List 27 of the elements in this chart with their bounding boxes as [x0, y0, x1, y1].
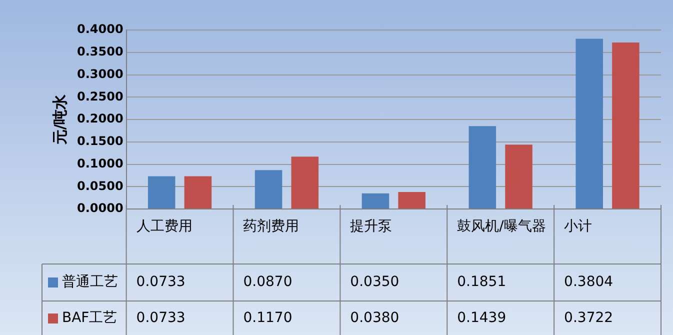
y-tick-label: 0.3000 [76, 66, 124, 81]
data-label: 0.0380 [350, 310, 400, 326]
x-tick-label: 人工费用 [136, 218, 192, 235]
data-label: 0.3804 [564, 274, 614, 290]
y-tick-label: 0.2500 [76, 89, 124, 104]
data-label: 0.3722 [564, 310, 614, 326]
y-tick-label: 0.3500 [76, 44, 124, 58]
y-tick-label: 0.1500 [76, 134, 124, 148]
data-label: 0.1851 [457, 274, 506, 290]
data-label: 0.0733 [136, 274, 186, 290]
data-label: 0.0350 [350, 274, 400, 290]
legend-label: 普通工艺 [62, 273, 118, 290]
data-label: 0.0870 [243, 274, 292, 290]
data-label: 0.1170 [243, 310, 292, 326]
y-tick-label: 0.2000 [76, 112, 124, 126]
x-tick-label: 提升泵 [350, 218, 392, 235]
x-tick-label: 鼓风机/曝气器 [457, 218, 546, 235]
y-tick-label: 0.1000 [76, 156, 124, 170]
y-tick-label: 0.4000 [76, 22, 124, 36]
legend-label: BAF工艺 [62, 310, 118, 326]
y-tick-label: 0.0000 [76, 201, 124, 216]
x-tick-label: 药剂费用 [243, 218, 300, 235]
x-tick-label: 小计 [564, 218, 592, 235]
y-tick-label: 0.0500 [76, 178, 124, 193]
data-label: 0.1439 [457, 310, 506, 326]
data-label: 0.0733 [136, 310, 186, 326]
y-axis-title: 元/吨水 [50, 93, 69, 146]
